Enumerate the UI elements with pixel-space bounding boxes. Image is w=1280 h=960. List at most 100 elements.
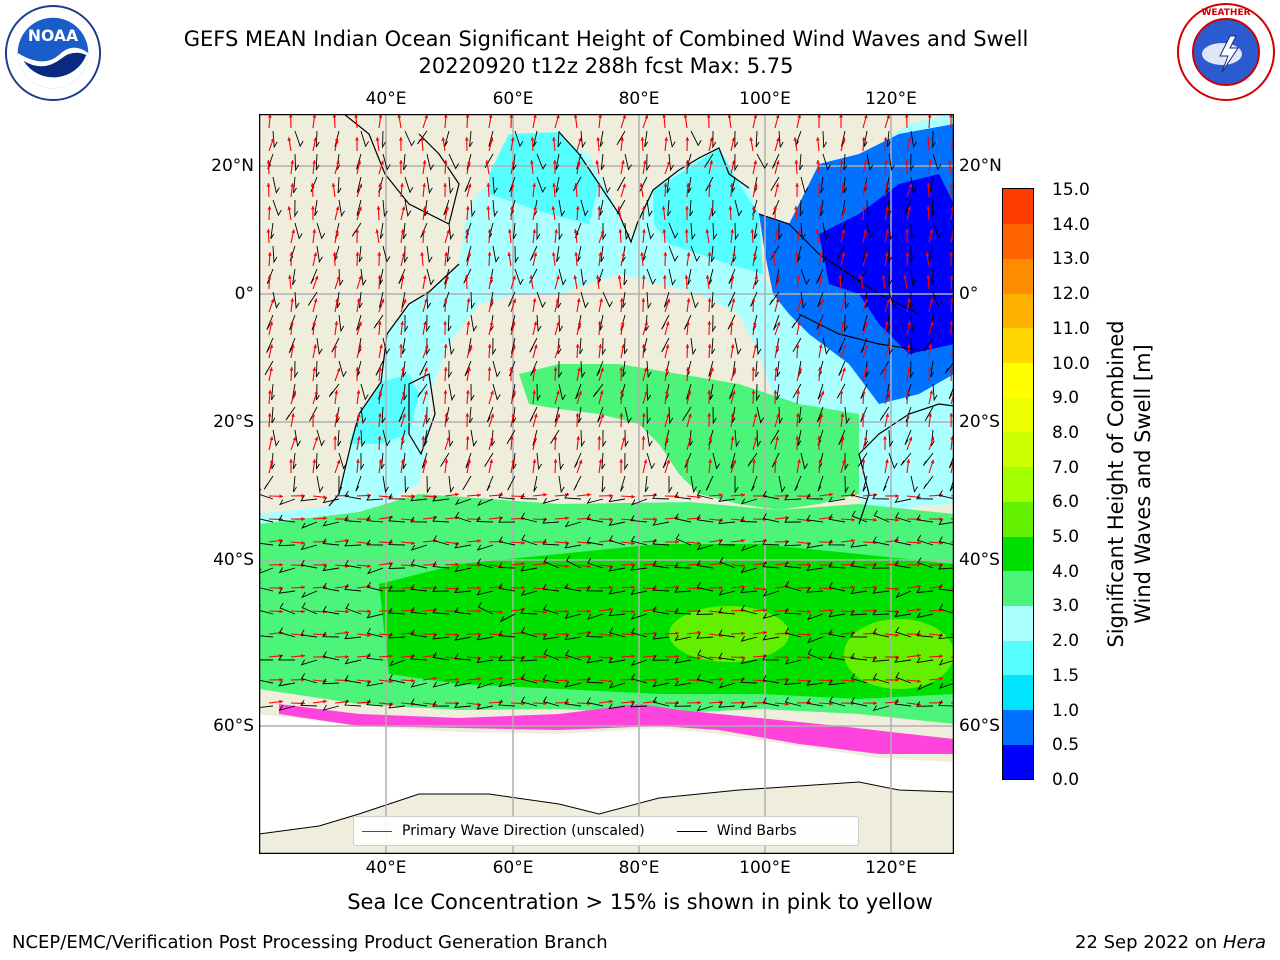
wave-arrow-head (687, 390, 692, 395)
wave-arrow-head (644, 390, 648, 395)
wave-arrow-head (662, 114, 667, 118)
wind-barb (586, 631, 604, 638)
wave-arrow-head (477, 609, 481, 613)
wind-barb (279, 602, 296, 615)
lon-tick-top: 100°E (739, 89, 791, 109)
wave-arrow-head (842, 367, 846, 372)
colorbar-swatch (1003, 709, 1033, 745)
wind-barb (762, 675, 780, 684)
wind-barb (624, 429, 629, 448)
wind-barb (740, 516, 758, 523)
wind-barb (404, 475, 409, 494)
wave-arrow-head (576, 160, 581, 164)
wind-barb (322, 582, 340, 592)
wind-barb (756, 429, 762, 448)
wind-barb (900, 452, 912, 466)
wind-barb (662, 452, 670, 469)
wave-arrow-head (841, 252, 846, 257)
wave-arrow-head (903, 275, 908, 279)
wind-barb (466, 153, 472, 170)
wind-barb (404, 176, 414, 194)
wave-arrow-head (597, 436, 602, 440)
wave-arrow-head (631, 562, 635, 567)
wind-barb (696, 609, 714, 616)
wind-barb (388, 563, 406, 569)
wind-barb (382, 337, 391, 355)
wind-barb (652, 519, 670, 526)
wave-arrow-head (336, 275, 341, 280)
wind-barb (622, 360, 627, 378)
wind-barb (520, 608, 538, 615)
wave-arrow-head (310, 183, 315, 187)
sea-ice-region (279, 704, 954, 754)
wave-arrow-head (775, 183, 780, 188)
wind-barb (718, 496, 736, 502)
wind-barb (644, 130, 649, 148)
wave-arrow-head (863, 229, 867, 234)
wave-arrow-head (443, 390, 448, 394)
wind-barb (850, 631, 868, 638)
wave-arrow-head (335, 206, 340, 211)
wind-barb (750, 291, 758, 307)
wind-barb (770, 176, 780, 192)
wind-barb (300, 495, 318, 502)
wind-barb (520, 565, 538, 572)
wind-barb (492, 176, 498, 195)
wind-barb (599, 199, 604, 216)
wave-arrow-head (807, 541, 811, 546)
wind-barb (498, 681, 516, 688)
wind-barb (447, 314, 452, 332)
wind-barb (358, 245, 363, 263)
wave-arrow-head (840, 436, 845, 440)
wind-barb (762, 634, 780, 641)
wind-barb (690, 130, 702, 147)
wind-barb (674, 513, 692, 523)
wave-arrow-head (818, 459, 822, 463)
wind-barb (850, 560, 868, 569)
wave-arrow-head (578, 459, 583, 464)
wind-barb (382, 130, 386, 149)
wave-arrow-head (751, 298, 756, 302)
wave-arrow-head (477, 539, 481, 543)
wind-barb (432, 535, 450, 546)
wind-barb (888, 268, 893, 287)
wind-barb (784, 627, 802, 638)
wind-barb (554, 406, 560, 423)
lon-tick-bottom: 60°E (492, 858, 534, 878)
wind-barb (769, 291, 780, 306)
chart-subtitle: 20220920 t12z 288h fcst Max: 5.75 (418, 54, 794, 78)
lat-tick-right: 0° (959, 284, 979, 304)
wind-barb (668, 406, 674, 425)
wind-barb (939, 603, 954, 615)
wave-arrow-head (378, 413, 382, 417)
wave-arrow-head (529, 160, 534, 164)
wind-barb (917, 557, 934, 569)
wind-barb (800, 222, 806, 241)
national-weather-service-logo-icon: WEATHER (1177, 3, 1275, 101)
wave-arrow-head (433, 702, 437, 707)
wind-barb (426, 176, 433, 195)
wind-barb (862, 245, 868, 262)
wave-arrow-head (355, 252, 360, 256)
wave-arrow-head (618, 229, 623, 233)
wave-arrow-head (565, 632, 569, 637)
wind-barb (630, 701, 648, 708)
wave-arrow-head (886, 344, 891, 349)
wind-barb (388, 659, 406, 667)
wave-arrow-head (467, 367, 471, 372)
wind-barb (886, 130, 891, 148)
wind-barb (752, 199, 758, 216)
wave-arrow-head (554, 229, 559, 233)
wind-barb (857, 268, 868, 283)
wave-arrow-head (930, 436, 935, 441)
wave-arrow-head (301, 585, 305, 590)
wind-barb (661, 314, 670, 330)
wave-arrow-head (521, 494, 525, 499)
wind-barb (410, 516, 428, 523)
wave-arrow-head (597, 321, 602, 325)
wave-arrow-head (499, 676, 503, 681)
wave-arrow-head (573, 229, 578, 233)
wave-arrow-head (641, 298, 646, 302)
wave-arrow-head (818, 321, 823, 325)
wave-arrow-head (841, 459, 846, 464)
